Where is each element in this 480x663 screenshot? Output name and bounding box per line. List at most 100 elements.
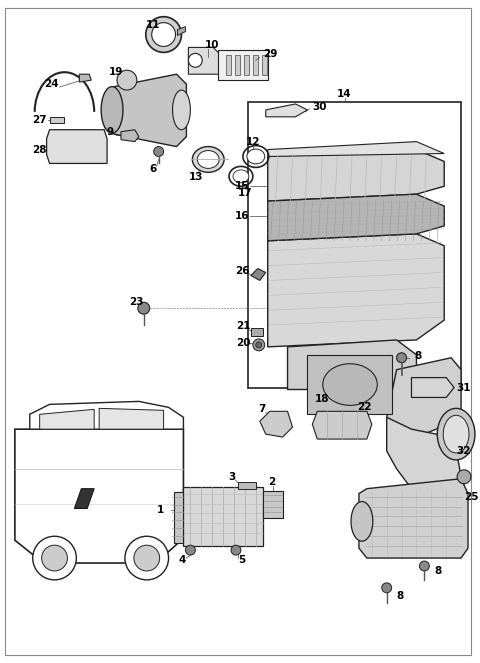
Text: 22: 22: [357, 402, 372, 412]
Polygon shape: [173, 492, 183, 543]
Circle shape: [396, 353, 407, 363]
Ellipse shape: [323, 364, 377, 405]
Polygon shape: [268, 194, 444, 241]
Text: 8: 8: [414, 351, 422, 361]
Ellipse shape: [197, 151, 219, 168]
Text: 24: 24: [45, 79, 59, 89]
Circle shape: [457, 470, 471, 484]
Polygon shape: [183, 487, 263, 546]
Polygon shape: [188, 48, 220, 74]
Circle shape: [231, 545, 241, 555]
Text: 26: 26: [235, 265, 250, 276]
Text: 1: 1: [156, 505, 164, 515]
Circle shape: [188, 54, 202, 67]
Text: 32: 32: [456, 446, 470, 456]
Text: 5: 5: [238, 555, 245, 565]
Ellipse shape: [443, 415, 469, 453]
Polygon shape: [40, 409, 94, 429]
Polygon shape: [251, 269, 266, 280]
Circle shape: [117, 70, 137, 90]
Circle shape: [42, 545, 67, 571]
Circle shape: [138, 302, 150, 314]
Polygon shape: [263, 491, 283, 518]
Text: 8: 8: [396, 591, 404, 601]
Text: 27: 27: [32, 115, 47, 125]
Circle shape: [256, 342, 262, 348]
Ellipse shape: [172, 90, 191, 130]
Text: 9: 9: [106, 127, 113, 137]
Text: 3: 3: [228, 472, 235, 482]
Polygon shape: [15, 429, 183, 563]
Text: 7: 7: [258, 404, 265, 414]
Text: 28: 28: [32, 145, 46, 154]
Text: 2: 2: [268, 477, 275, 487]
Circle shape: [420, 561, 429, 571]
Polygon shape: [238, 482, 256, 489]
Text: 6: 6: [150, 164, 157, 174]
Text: 23: 23: [129, 297, 144, 307]
Bar: [248, 102, 461, 387]
Polygon shape: [30, 401, 183, 429]
Bar: [244, 55, 249, 75]
Bar: [226, 55, 231, 75]
Polygon shape: [49, 117, 64, 123]
Text: 13: 13: [188, 172, 203, 182]
Text: 12: 12: [246, 137, 261, 147]
Polygon shape: [266, 104, 307, 117]
Polygon shape: [411, 378, 454, 397]
Text: 19: 19: [109, 67, 123, 77]
Text: 29: 29: [263, 49, 277, 60]
Polygon shape: [74, 489, 94, 509]
Text: 25: 25: [464, 491, 479, 502]
Polygon shape: [99, 408, 164, 429]
Polygon shape: [312, 411, 372, 439]
Circle shape: [33, 536, 76, 580]
Circle shape: [382, 583, 392, 593]
Text: 21: 21: [236, 321, 251, 331]
Ellipse shape: [351, 501, 373, 541]
Polygon shape: [178, 27, 185, 36]
Polygon shape: [79, 74, 91, 82]
Ellipse shape: [233, 170, 249, 183]
Polygon shape: [268, 142, 444, 156]
Polygon shape: [387, 417, 461, 497]
Polygon shape: [268, 234, 444, 347]
Text: 20: 20: [236, 338, 251, 348]
Bar: [251, 328, 263, 336]
Text: 8: 8: [434, 566, 442, 576]
Polygon shape: [260, 411, 292, 437]
Text: 10: 10: [205, 40, 220, 50]
Bar: [262, 55, 267, 75]
Text: 4: 4: [179, 555, 186, 565]
Circle shape: [253, 339, 265, 351]
Circle shape: [152, 23, 176, 46]
Polygon shape: [288, 340, 417, 389]
Circle shape: [146, 17, 181, 52]
Polygon shape: [387, 358, 461, 439]
Text: 16: 16: [235, 211, 250, 221]
Ellipse shape: [247, 149, 265, 164]
Polygon shape: [359, 479, 468, 558]
Ellipse shape: [437, 408, 475, 460]
Polygon shape: [268, 150, 444, 201]
Polygon shape: [112, 74, 186, 147]
Text: 14: 14: [337, 89, 352, 99]
Polygon shape: [121, 130, 139, 142]
Text: 17: 17: [238, 188, 252, 198]
Bar: [235, 55, 240, 75]
Bar: [253, 55, 258, 75]
Bar: [307, 355, 392, 414]
Circle shape: [134, 545, 160, 571]
Circle shape: [154, 147, 164, 156]
Circle shape: [125, 536, 168, 580]
Ellipse shape: [101, 87, 123, 133]
Polygon shape: [47, 130, 107, 164]
Polygon shape: [218, 50, 268, 80]
Text: 30: 30: [312, 102, 327, 112]
Text: 11: 11: [146, 20, 160, 30]
Ellipse shape: [192, 147, 224, 172]
Text: 18: 18: [315, 394, 330, 404]
Text: 31: 31: [456, 383, 470, 392]
Circle shape: [185, 545, 195, 555]
Text: 15: 15: [235, 181, 250, 191]
